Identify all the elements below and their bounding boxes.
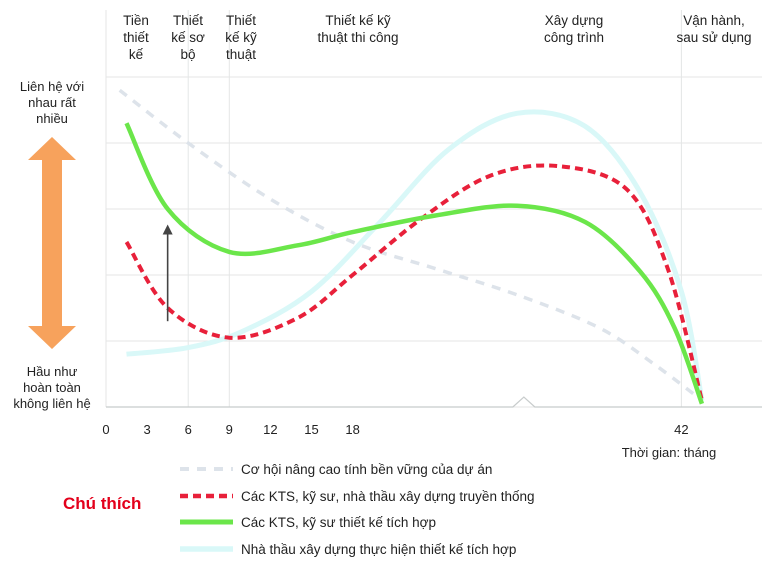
phase-label-5-line-1: sau sử dụng [676, 30, 751, 45]
phase-label-3-line-1: thuật thi công [317, 30, 398, 45]
x-tick-label-7: 42 [674, 422, 688, 437]
y-bottom-label-line-2: không liên hệ [13, 396, 90, 411]
phase-label-3-line-0: Thiết kế kỹ [325, 13, 391, 28]
legend-title: Chú thích [63, 494, 141, 513]
x-tick-label-5: 15 [304, 422, 318, 437]
y-top-label-line-2: nhiều [36, 111, 68, 126]
legend-label-0: Cơ hội nâng cao tính bền vững của dự án [241, 462, 492, 477]
phase-label-5-line-0: Vận hành, [683, 13, 745, 28]
x-tick-label-1: 3 [143, 422, 150, 437]
double-arrow-icon [28, 137, 76, 349]
phase-label-0-line-0: Tiền [123, 13, 149, 28]
phase-label-1-line-0: Thiết [173, 13, 203, 28]
y-bottom-label-line-1: hoàn toàn [23, 380, 81, 395]
phase-label-5: Vận hành, sau sử dụng [676, 13, 751, 45]
phase-label-0-line-2: kế [129, 47, 144, 62]
y-top-label: Liên hệ với nhau rất nhiều [20, 79, 84, 126]
legend-label-3: Nhà thầu xây dựng thực hiện thiết kế tíc… [241, 542, 516, 557]
x-axis-line [106, 396, 762, 408]
annotation-arrow-head-icon [162, 224, 173, 235]
y-top-label-line-1: nhau rất [28, 95, 76, 110]
x-axis-ticks: 0 3 6 9 12 15 18 42 Thời gian: tháng [102, 422, 716, 460]
y-axis-labels: Liên hệ với nhau rất nhiều Hầu như hoàn toàn… [13, 79, 90, 411]
phase-label-1: Thiết kế sơ bộ [171, 13, 205, 62]
series-line-1 [124, 163, 704, 401]
legend: Chú thích Cơ hội nâng cao tính bền vững c… [63, 462, 534, 557]
y-top-label-line-0: Liên hệ với [20, 79, 84, 94]
y-bottom-label: Hầu như hoàn toàn không liên hệ [13, 364, 90, 411]
series-lines [118, 88, 705, 405]
x-tick-label-2: 6 [185, 422, 192, 437]
phase-label-4: Xây dựng công trình [544, 13, 604, 45]
series-line-0 [118, 88, 703, 402]
phase-label-2-line-1: kế kỹ [225, 30, 257, 45]
phase-label-2-line-0: Thiết [226, 13, 256, 28]
series-line-3 [126, 109, 705, 401]
series-line-2 [124, 122, 705, 405]
phase-label-2: Thiết kế kỹ thuật [225, 13, 257, 62]
annotation [162, 224, 173, 322]
phase-label-1-line-2: bộ [180, 47, 195, 62]
x-tick-label-3: 9 [226, 422, 233, 437]
legend-label-2: Các KTS, kỹ sư thiết kế tích hợp [241, 515, 436, 530]
phase-label-4-line-0: Xây dựng [545, 13, 604, 28]
x-tick-label-4: 12 [263, 422, 277, 437]
phase-label-2-line-2: thuật [226, 47, 256, 62]
legend-label-1: Các KTS, kỹ sư, nhà thầu xây dựng truyền… [241, 489, 534, 504]
phase-label-1-line-1: kế sơ [171, 30, 205, 45]
phase-label-0-line-1: thiết [123, 30, 149, 45]
x-tick-label-0: 0 [102, 422, 109, 437]
x-axis-title: Thời gian: tháng [622, 445, 717, 460]
y-bottom-label-line-0: Hầu như [27, 364, 78, 379]
phase-label-4-line-1: công trình [544, 30, 604, 45]
phase-label-3: Thiết kế kỹ thuật thi công [317, 13, 398, 45]
x-tick-label-6: 18 [345, 422, 359, 437]
phase-label-0: Tiền thiết kế [123, 13, 149, 62]
